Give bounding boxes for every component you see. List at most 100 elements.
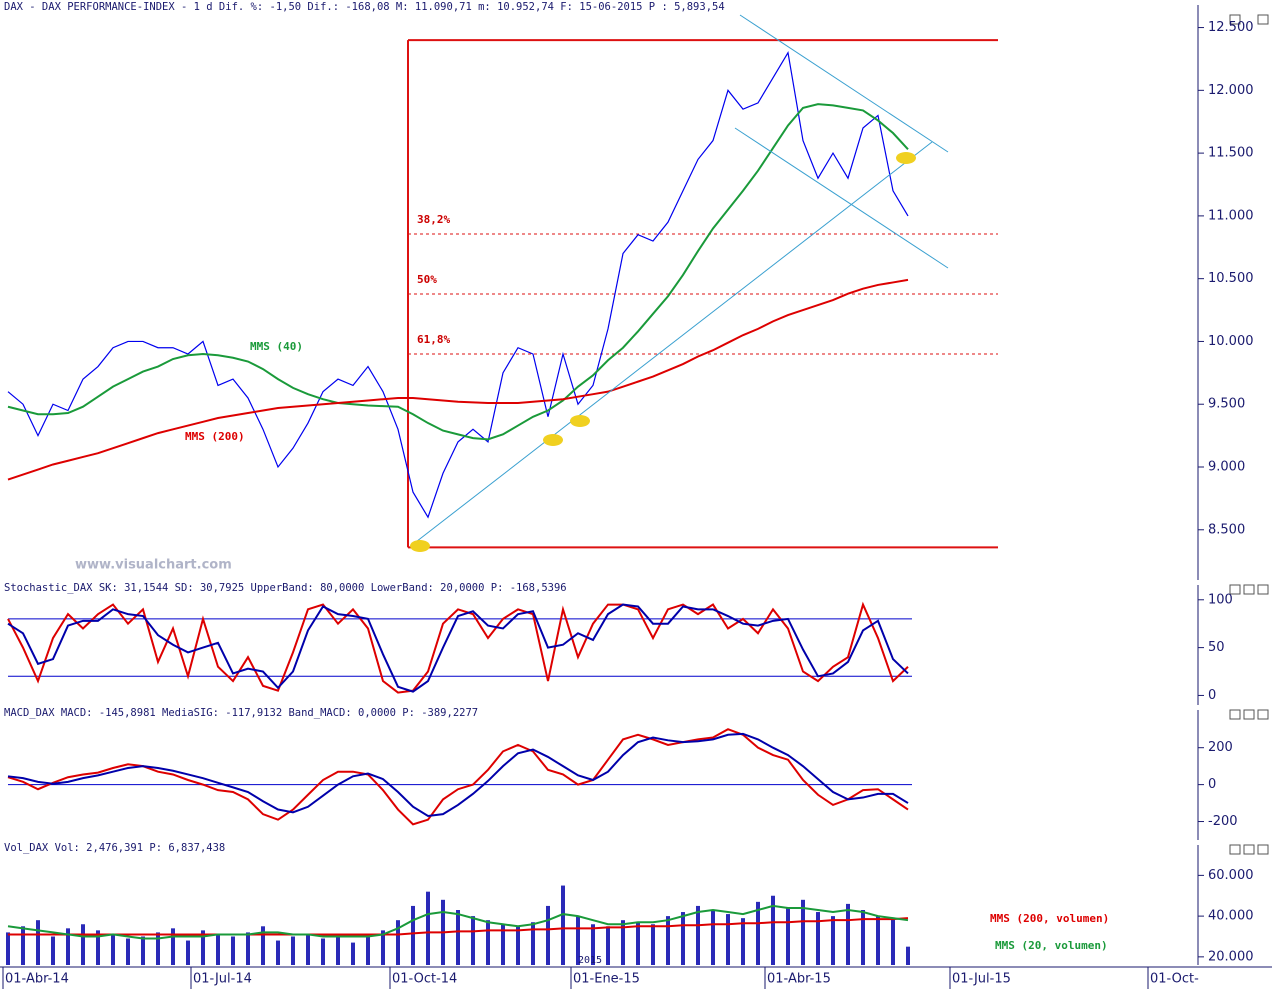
volume-bar <box>861 910 865 965</box>
trend-line <box>739 14 949 153</box>
series-line <box>7 278 909 481</box>
volume-bar <box>321 938 325 965</box>
markers <box>410 152 916 552</box>
volume-bar <box>261 926 265 965</box>
x-tick-label: 01-Oct-14 <box>392 972 457 987</box>
volume-bar <box>96 930 100 965</box>
y-tick-label: 60.000 <box>1208 868 1254 883</box>
volume-bar <box>36 920 40 965</box>
panel-button[interactable] <box>1243 709 1255 720</box>
watermark: www.visualchart.com <box>75 558 232 573</box>
series-label: MMS (200) <box>185 430 245 443</box>
panel-button[interactable] <box>1257 584 1269 595</box>
volume-bar <box>711 910 715 965</box>
panel-button[interactable] <box>1229 14 1241 25</box>
panel-button[interactable] <box>1229 709 1241 720</box>
y-tick-label: 200 <box>1208 740 1233 755</box>
volume-bar <box>216 934 220 965</box>
analysis-drawings <box>411 14 949 546</box>
volume-bar <box>906 946 910 965</box>
y-tick-label: 0 <box>1208 777 1216 792</box>
series-line <box>7 50 909 519</box>
panel-title: Vol_DAX Vol: 2,476,391 P: 6,837,438 <box>4 842 225 854</box>
panel-button[interactable] <box>1257 844 1269 855</box>
panel-button[interactable] <box>1257 709 1269 720</box>
highlight <box>570 415 590 427</box>
y-tick-label: 12.500 <box>1208 20 1254 35</box>
volume-bar <box>786 907 790 965</box>
panel-button[interactable] <box>1229 584 1241 595</box>
panel-controls <box>1229 14 1269 855</box>
volume-bar <box>546 905 550 965</box>
y-tick-label: 100 <box>1208 592 1233 607</box>
volume-bar <box>201 930 205 965</box>
volume-bar <box>171 928 175 965</box>
x-tick-label: 01-Ene-15 <box>573 972 640 987</box>
trend-line <box>734 127 949 269</box>
year-label: 2015 <box>578 955 602 966</box>
volume-bar <box>771 895 775 965</box>
x-tick-label: 01-Oct- <box>1150 972 1199 987</box>
series-label: MMS (40) <box>250 340 303 353</box>
fib-label: 38,2% <box>417 213 450 226</box>
volume-bar <box>126 938 130 965</box>
highlight <box>543 434 563 446</box>
volume-bar <box>576 916 580 965</box>
volume-bar <box>741 918 745 965</box>
y-tick-label: -200 <box>1208 814 1238 829</box>
series-line <box>7 603 909 693</box>
volume-bar <box>426 891 430 965</box>
volume-bar <box>726 914 730 965</box>
volume-bar <box>351 942 355 965</box>
volume-bar <box>756 901 760 965</box>
trend-line <box>411 141 933 546</box>
y-tick-label: 11.500 <box>1208 146 1254 161</box>
volume-bar <box>561 885 565 965</box>
x-tick-label: 01-Abr-14 <box>5 972 69 987</box>
volume-bar <box>306 934 310 965</box>
volume-bar <box>636 922 640 965</box>
volume-bar <box>336 936 340 965</box>
y-tick-label: 20.000 <box>1208 949 1254 964</box>
volume-bar <box>456 910 460 965</box>
panel-button[interactable] <box>1243 844 1255 855</box>
volume-bar <box>291 936 295 965</box>
y-tick-label: 11.000 <box>1208 208 1254 223</box>
y-tick-label: 10.500 <box>1208 271 1254 286</box>
volume-bar <box>531 922 535 965</box>
series-line <box>7 601 909 694</box>
y-tick-label: 9.500 <box>1208 397 1245 412</box>
volume-bar <box>486 920 490 965</box>
volume-bar <box>156 932 160 965</box>
volume-bar <box>681 912 685 965</box>
x-tick-label: 01-Jul-15 <box>952 972 1011 987</box>
panel-button[interactable] <box>1257 14 1269 25</box>
volume-bar <box>381 930 385 965</box>
volume-bar <box>471 916 475 965</box>
volume-bar <box>21 926 25 965</box>
volume-bar <box>501 924 505 965</box>
panel-title: DAX - DAX PERFORMANCE-INDEX - 1 d Dif. %… <box>4 1 725 13</box>
volume-bar <box>246 932 250 965</box>
y-tick-label: 10.000 <box>1208 334 1254 349</box>
volume-bar <box>696 905 700 965</box>
volume-bar <box>621 920 625 965</box>
series-line <box>7 732 909 818</box>
panel-button[interactable] <box>1229 844 1241 855</box>
volume-bar <box>396 920 400 965</box>
volume-bar <box>6 932 10 965</box>
volume-bar <box>111 934 115 965</box>
volume-bar <box>591 924 595 965</box>
panel-title: Stochastic_DAX SK: 31,1544 SD: 30,7925 U… <box>4 582 567 594</box>
series-line <box>7 728 909 826</box>
highlight <box>896 152 916 164</box>
volume-bar <box>816 912 820 965</box>
panel-title: MACD_DAX MACD: -145,8981 MediaSIG: -117,… <box>4 707 478 719</box>
series-line <box>7 103 909 441</box>
volume-bar <box>891 918 895 965</box>
panel-button[interactable] <box>1243 584 1255 595</box>
volume-bar <box>831 916 835 965</box>
series-line <box>7 904 909 940</box>
